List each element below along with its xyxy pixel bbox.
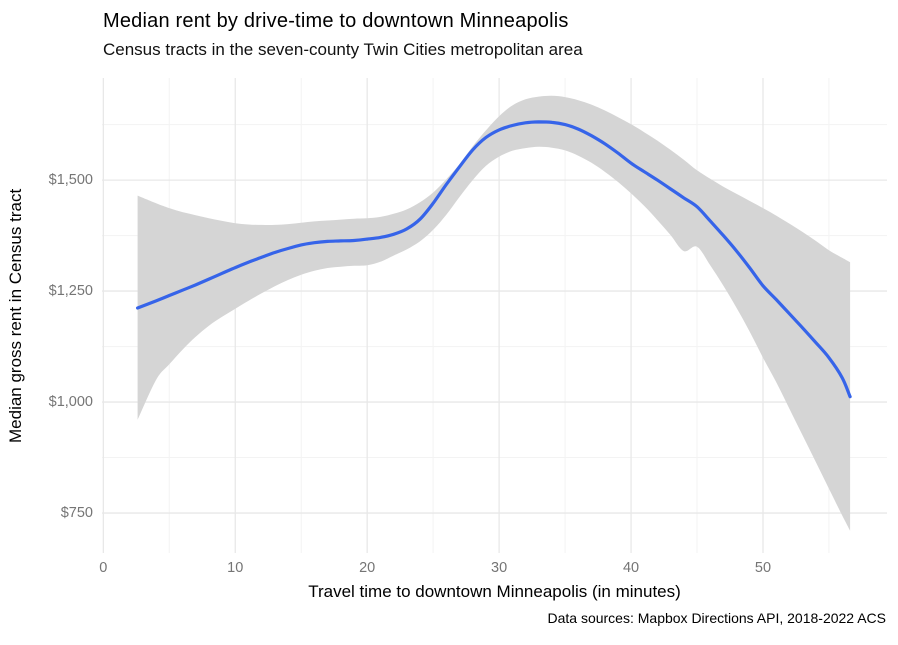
y-tick-label: $1,500: [48, 172, 93, 189]
chart-caption: Data sources: Mapbox Directions API, 201…: [547, 610, 886, 626]
y-tick-label: $1,000: [48, 394, 93, 411]
x-tick-label: 30: [491, 560, 508, 576]
y-tick-label: $750: [60, 505, 93, 522]
confidence-band: [137, 95, 851, 531]
y-axis-title: Median gross rent in Census tract: [6, 188, 25, 443]
smooth-line: [136, 120, 852, 399]
chart-title: Median rent by drive-time to downtown Mi…: [103, 10, 569, 32]
x-tick-label: 20: [359, 560, 376, 576]
y-tick-label: $1,250: [48, 283, 93, 300]
x-tick-label: 0: [99, 560, 108, 576]
x-tick-label: 50: [754, 560, 772, 576]
chart-subtitle: Census tracts in the seven-county Twin C…: [103, 40, 583, 59]
x-tick-label: 10: [227, 560, 244, 576]
x-tick-label: 40: [622, 560, 640, 576]
x-axis-title: Travel time to downtown Minneapolis (in …: [308, 582, 681, 601]
